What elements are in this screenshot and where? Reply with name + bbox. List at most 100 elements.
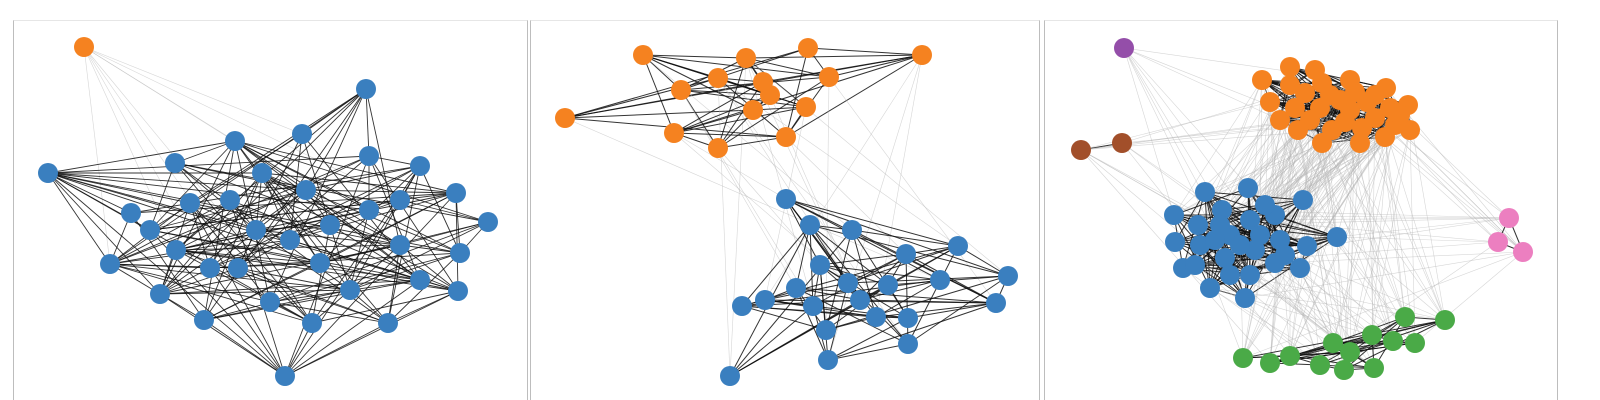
- graph-node: [720, 366, 740, 386]
- inter-community-edge: [1274, 136, 1386, 264]
- intra-community-edge: [729, 299, 861, 377]
- graph-node: [1300, 110, 1320, 130]
- intra-community-edge: [159, 172, 263, 295]
- intra-community-edge: [189, 202, 211, 269]
- intra-community-edge: [234, 140, 321, 264]
- inter-community-edge: [83, 46, 177, 251]
- intra-community-edge: [1249, 219, 1338, 238]
- intra-community-edge: [175, 249, 313, 324]
- intra-community-edge: [174, 162, 313, 324]
- graph-node: [1297, 236, 1317, 256]
- inter-community-edge: [1269, 101, 1291, 357]
- intra-community-edge: [159, 267, 239, 295]
- inter-community-edge: [785, 136, 907, 255]
- graph-node: [140, 220, 160, 240]
- graph-node: [1327, 227, 1347, 247]
- graph-node: [1260, 92, 1280, 112]
- graph-node: [1250, 225, 1270, 245]
- intra-community-edge: [349, 252, 461, 291]
- intra-community-edge: [175, 229, 257, 251]
- intra-community-edge: [764, 282, 849, 301]
- intra-community-edge: [284, 290, 459, 377]
- graph-node: [1270, 110, 1290, 130]
- graph-node: [1235, 288, 1255, 308]
- intra-community-edge: [234, 140, 401, 246]
- intra-community-edge: [673, 81, 764, 134]
- intra-community-edge: [255, 224, 331, 231]
- inter-community-edge: [1409, 129, 1416, 344]
- graph-node: [878, 275, 898, 295]
- intra-community-edge: [875, 279, 941, 318]
- intra-community-edge: [261, 172, 331, 226]
- intra-community-edge: [673, 106, 807, 134]
- intra-community-edge: [174, 162, 307, 191]
- graph-node: [1280, 57, 1300, 77]
- inter-community-edge: [764, 54, 923, 301]
- intra-community-edge: [785, 198, 1009, 277]
- intra-community-edge: [809, 224, 909, 345]
- graph-node: [755, 290, 775, 310]
- graph-node: [1334, 360, 1354, 380]
- graph-node: [1275, 245, 1295, 265]
- intra-community-edge: [329, 224, 421, 281]
- intra-community-edge: [149, 133, 303, 231]
- inter-community-edge: [1274, 251, 1524, 264]
- intra-community-edge: [234, 140, 351, 291]
- intra-community-edge: [159, 293, 286, 377]
- graph-node: [948, 236, 968, 256]
- inter-community-edge: [1219, 217, 1510, 226]
- graph-node: [121, 203, 141, 223]
- inter-community-edge: [83, 46, 313, 324]
- intra-community-edge: [812, 253, 907, 307]
- intra-community-edge: [1289, 351, 1351, 357]
- intra-community-edge: [819, 264, 829, 361]
- intra-community-edge: [847, 275, 1009, 284]
- graph-node: [776, 189, 796, 209]
- inter-community-edge: [1264, 204, 1321, 366]
- graph-node: [252, 163, 272, 183]
- inter-community-edge: [680, 89, 814, 307]
- graph-node: [810, 255, 830, 275]
- graph-node: [165, 153, 185, 173]
- intra-community-edge: [819, 264, 941, 281]
- graph-node: [818, 350, 838, 370]
- graph-node: [228, 258, 248, 278]
- intra-community-edge: [859, 279, 941, 301]
- intra-community-edge: [785, 198, 941, 281]
- graph-node: [1290, 258, 1310, 278]
- intra-community-edge: [1289, 355, 1375, 369]
- graph-node: [448, 281, 468, 301]
- intra-community-edge: [47, 172, 161, 295]
- intra-community-edge: [642, 54, 747, 59]
- graph-node: [310, 253, 330, 273]
- intra-community-edge: [564, 109, 754, 119]
- intra-community-edge: [261, 172, 457, 194]
- graph-node: [819, 67, 839, 87]
- intra-community-edge: [234, 140, 489, 223]
- inter-community-edge: [1242, 251, 1524, 359]
- graph-node: [838, 273, 858, 293]
- intra-community-edge: [149, 229, 421, 281]
- intra-community-edge: [261, 172, 291, 241]
- inter-community-edge: [1394, 124, 1524, 253]
- intra-community-edge: [859, 299, 997, 304]
- intra-community-edge: [717, 136, 787, 149]
- intra-community-edge: [1197, 204, 1266, 226]
- intra-community-edge: [47, 172, 132, 214]
- inter-community-edge: [83, 46, 239, 269]
- intra-community-edge: [261, 172, 321, 264]
- intra-community-edge: [319, 192, 457, 264]
- inter-community-edge: [1239, 244, 1373, 336]
- intra-community-edge: [809, 224, 849, 284]
- inter-community-edge: [1249, 219, 1499, 243]
- intra-community-edge: [399, 244, 461, 254]
- inter-community-edge: [825, 76, 830, 331]
- intra-community-edge: [237, 267, 351, 291]
- graph-node: [1513, 242, 1533, 262]
- intra-community-edge: [234, 140, 461, 254]
- intra-community-edge: [399, 199, 489, 223]
- inter-community-edge: [717, 77, 909, 345]
- intra-community-edge: [642, 54, 675, 134]
- intra-community-edge: [47, 140, 236, 174]
